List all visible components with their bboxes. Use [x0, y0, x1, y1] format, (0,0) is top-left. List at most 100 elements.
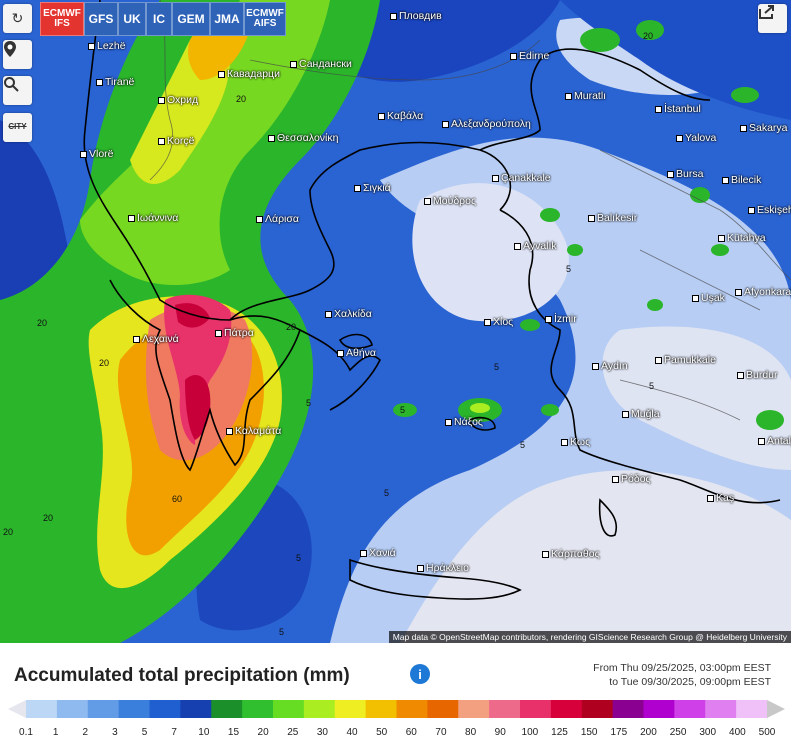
place-label: Χίος [484, 316, 513, 328]
contour-value: 20 [286, 322, 297, 332]
place-label: İstanbul [655, 103, 701, 115]
legend-swatch [458, 700, 490, 718]
contour-value: 5 [649, 381, 655, 391]
refresh-icon: ↻ [11, 10, 24, 26]
place-label: Edirne [510, 50, 549, 62]
legend-tick-label: 10 [198, 727, 210, 738]
tab-uk[interactable]: UK [118, 2, 146, 36]
legend-tick-label: 7 [171, 727, 177, 738]
chart-title: Accumulated total precipitation (mm) [14, 665, 350, 686]
tab-jma[interactable]: JMA [210, 2, 244, 36]
place-label: Χαλκίδα [325, 308, 372, 320]
contour-value: 5 [279, 627, 285, 637]
period-from: From Thu 09/25/2025, 03:00pm EEST [593, 662, 771, 674]
legend-swatch [273, 700, 305, 718]
legend-swatch [56, 700, 89, 718]
tab-ecmwf-ifs[interactable]: ECMWF IFS [40, 2, 84, 36]
legend-swatch [26, 700, 58, 718]
legend-tick-label: 15 [227, 727, 240, 738]
place-label: Λεχαινά [133, 333, 179, 345]
locate-button[interactable] [3, 40, 32, 69]
legend-tick-label: 175 [610, 727, 628, 738]
legend-tick-label: 200 [640, 727, 657, 738]
legend-swatch [118, 700, 150, 718]
place-label: Σιγκιά [354, 182, 391, 194]
place-label: Καλαμάτα [226, 425, 281, 437]
legend-tick-label: 300 [699, 727, 717, 738]
place-label: Μούδρος [424, 195, 476, 207]
contour-value: 5 [400, 405, 406, 415]
place-label: Afyonkarahisar [735, 286, 791, 298]
place-label: Kütahya [718, 232, 766, 244]
place-label: Ayvalık [514, 240, 557, 252]
legend-tick-label: 2 [82, 727, 89, 738]
place-label: Muratlı [565, 90, 606, 102]
model-tabs: ECMWF IFS GFS UK IC GEM JMA ECMWF AIFS [40, 2, 286, 36]
contour-value: 20 [99, 358, 110, 368]
place-label: Lezhë [88, 40, 126, 52]
legend-swatch [612, 700, 644, 718]
info-button[interactable]: i [410, 664, 430, 684]
legend-tick-label: 0.1 [19, 727, 33, 738]
contour-value: 5 [384, 488, 390, 498]
place-label: Eskişehir [748, 204, 791, 216]
place-label: Κως [561, 436, 590, 448]
place-label: Κάρπαθος [542, 548, 600, 560]
share-button[interactable] [758, 4, 787, 33]
place-label: Kaş [707, 492, 734, 504]
place-label: Uşak [692, 292, 725, 304]
legend-tick-label: 1 [52, 727, 59, 738]
legend-swatch [705, 700, 737, 718]
place-label: Αθήνα [337, 347, 376, 359]
tab-gfs[interactable]: GFS [84, 2, 118, 36]
precipitation-map[interactable]: ECMWF IFS GFS UK IC GEM JMA ECMWF AIFS ↻… [0, 0, 791, 643]
location-pin-icon [4, 41, 16, 57]
place-label: Ιωάννινα [128, 212, 178, 224]
legend-swatch [427, 700, 459, 718]
tab-gem[interactable]: GEM [172, 2, 210, 36]
contour-value: 5 [520, 440, 526, 450]
refresh-button[interactable]: ↻ [3, 4, 32, 33]
tab-ecmwf-aifs[interactable]: ECMWF AIFS [244, 2, 286, 36]
legend-swatch [242, 700, 274, 718]
zoom-button[interactable] [3, 76, 32, 105]
place-label: Πάτρα [215, 327, 254, 339]
contour-value: 5 [306, 398, 312, 408]
legend-tick-label: 5 [141, 727, 148, 738]
place-label: Пловдив [390, 10, 442, 22]
contour-value: 5 [296, 553, 302, 563]
period-to: to Tue 09/30/2025, 09:00pm EEST [609, 676, 771, 688]
place-label: Çanakkale [492, 172, 551, 184]
legend-tick-label: 3 [112, 727, 118, 738]
place-label: Λάρισα [256, 213, 299, 225]
contour-value: 5 [566, 264, 572, 274]
map-attribution: Map data © OpenStreetMap contributors, r… [388, 631, 791, 643]
legend-tick-label: 50 [376, 727, 388, 738]
place-label: Bilecik [722, 174, 761, 186]
place-label: Tiranë [96, 76, 134, 88]
legend-tick-label: 90 [494, 727, 506, 738]
legend-tick-label: 60 [405, 727, 417, 738]
tab-ic[interactable]: IC [146, 2, 172, 36]
legend-arrow-min [8, 700, 26, 718]
legend-swatch [550, 700, 583, 718]
contour-value: 20 [236, 94, 247, 104]
legend-tick-label: 500 [758, 727, 776, 738]
city-label: CITY [8, 122, 27, 132]
place-label: Balıkesir [588, 212, 637, 224]
place-label: Кавадарци [218, 68, 280, 80]
legend-tick-label: 40 [346, 727, 358, 738]
contour-value: 20 [43, 513, 54, 523]
legend-swatch [334, 700, 367, 718]
place-label: Bursa [667, 168, 703, 180]
legend-swatch [180, 700, 212, 718]
legend-swatch [643, 700, 675, 718]
city-toggle-button[interactable]: CITY [3, 113, 32, 142]
place-label: Pamukkale [655, 354, 716, 366]
legend-tick-label: 80 [465, 727, 477, 738]
legend-tick-label: 30 [316, 727, 328, 738]
legend-tick-label: 20 [257, 727, 269, 738]
place-label: İzmir [545, 313, 577, 325]
legend-swatch [489, 700, 521, 718]
legend-tick-label: 25 [287, 727, 299, 738]
